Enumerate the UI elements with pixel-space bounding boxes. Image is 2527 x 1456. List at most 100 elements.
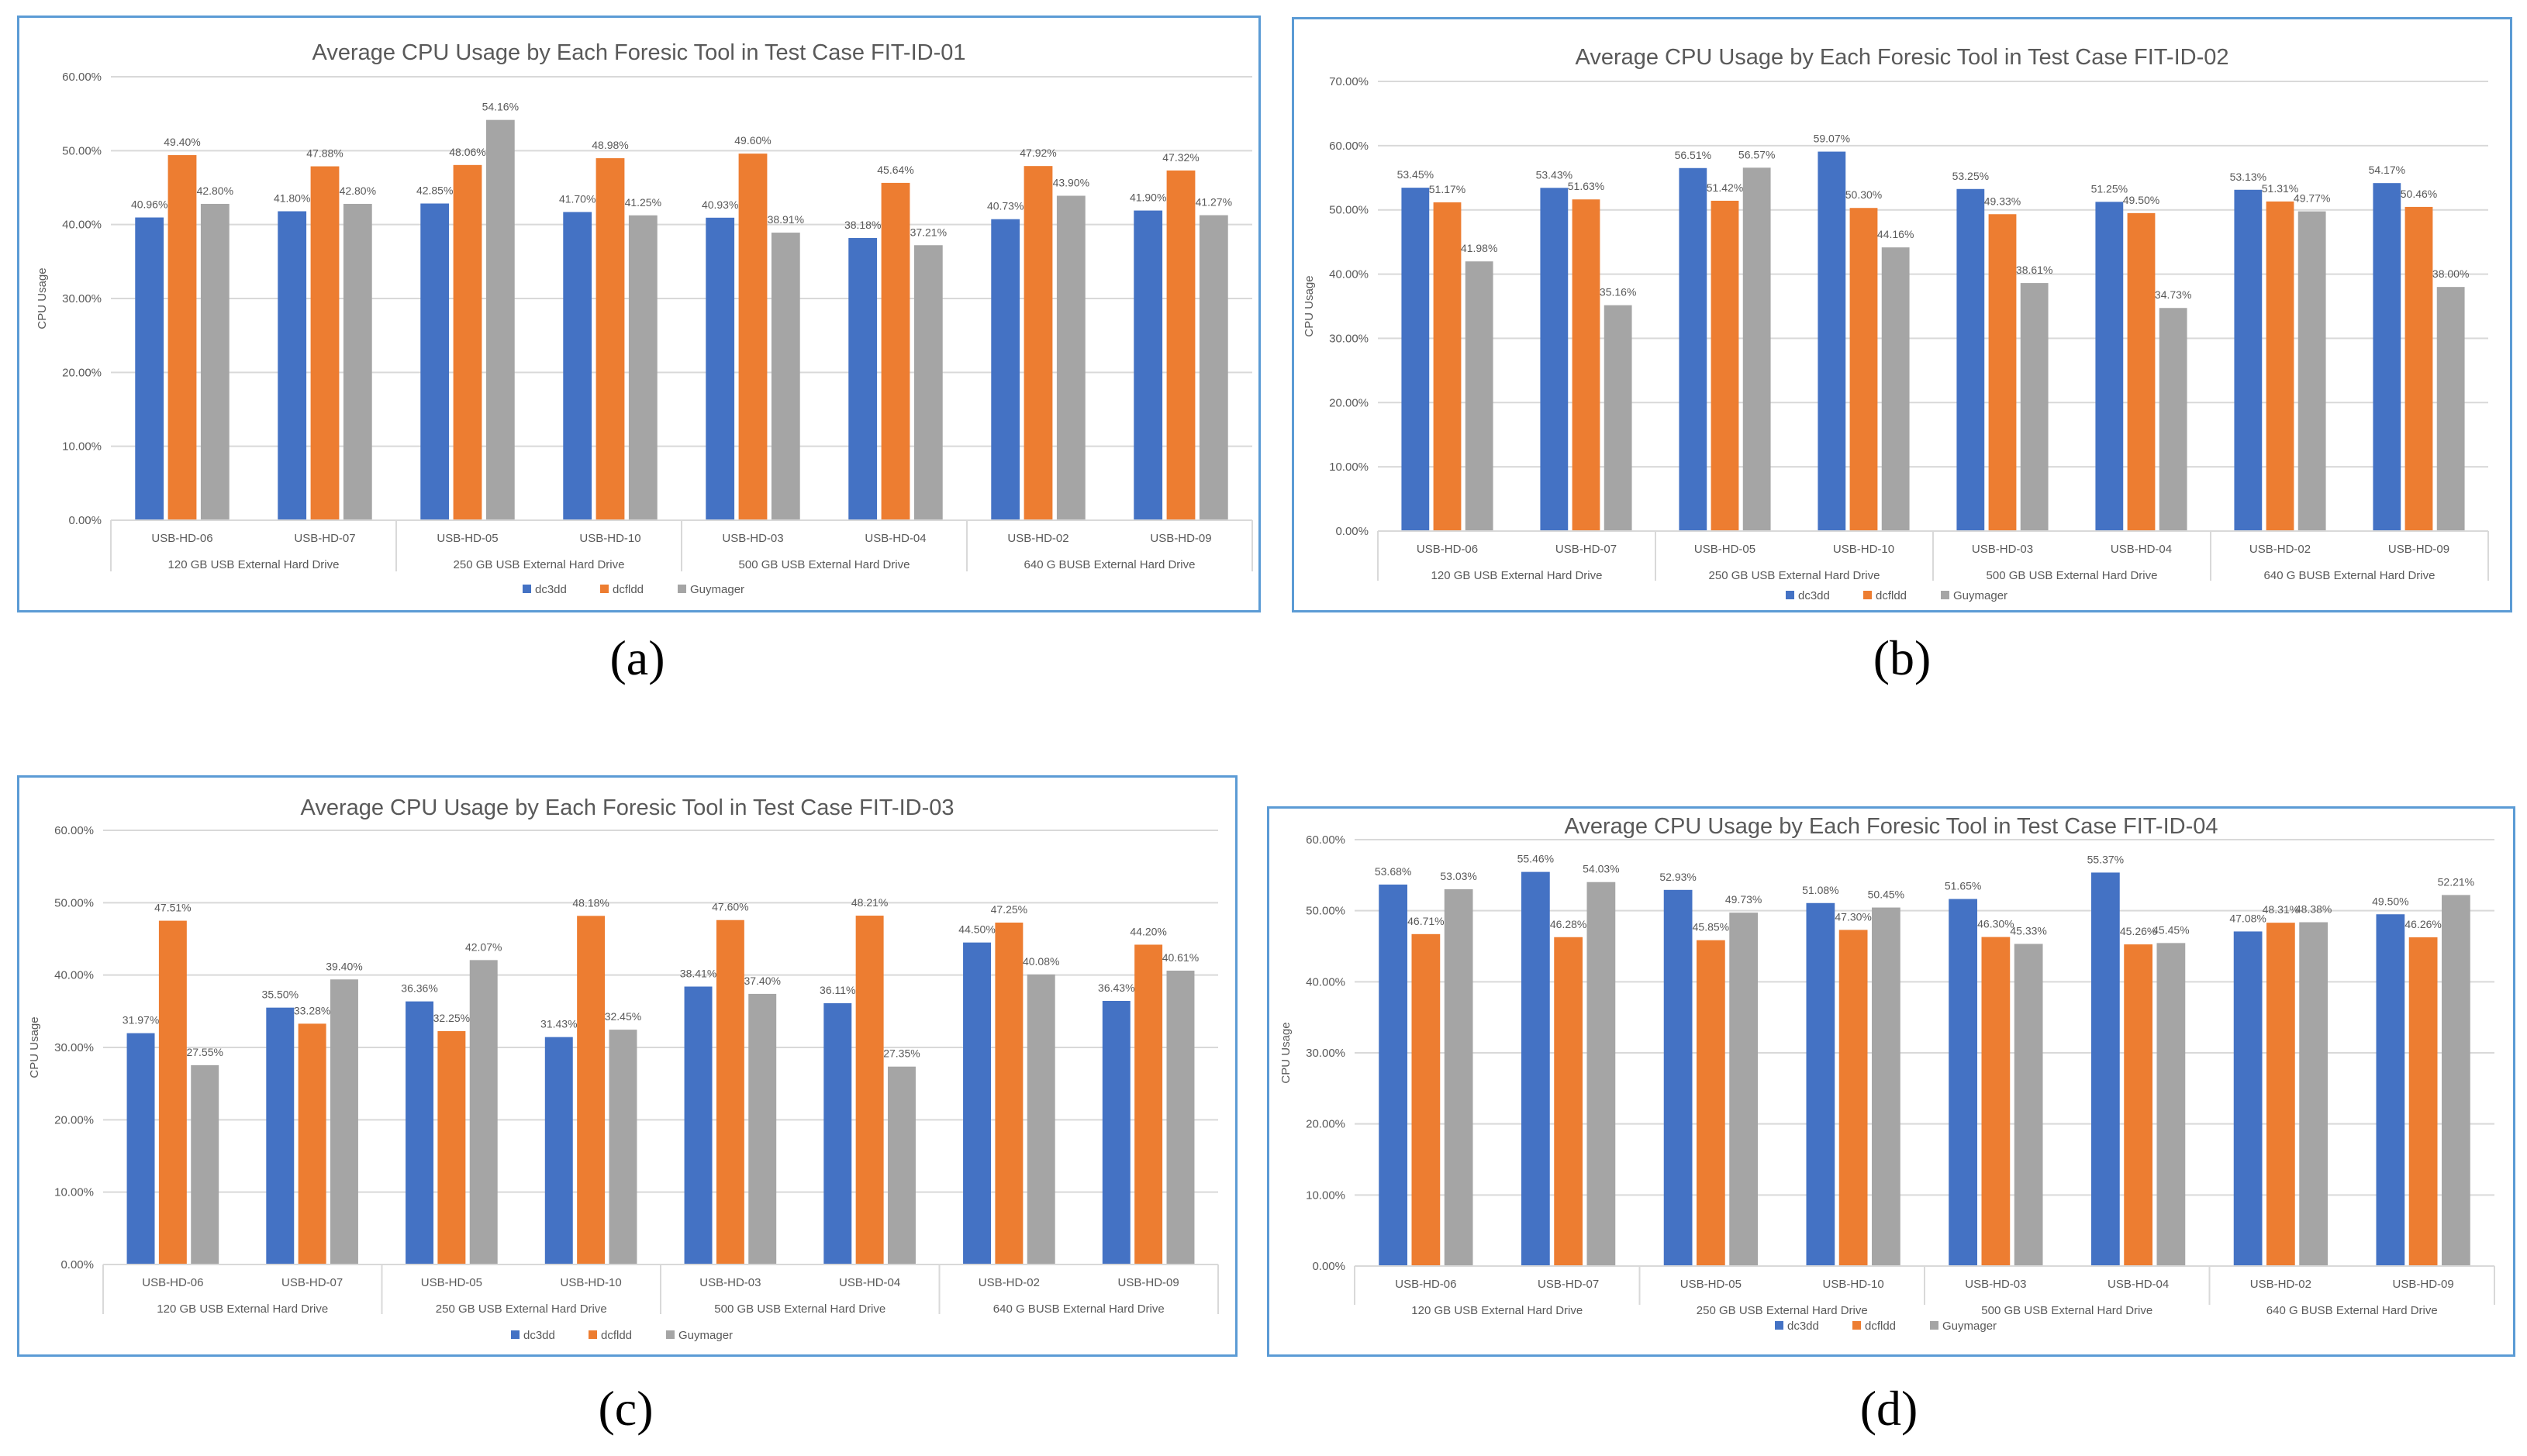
data-label: 50.30% bbox=[1845, 188, 1882, 201]
data-label: 41.27% bbox=[1196, 196, 1232, 209]
bar-dcfldd bbox=[1838, 930, 1868, 1266]
chart-title: Average CPU Usage by Each Foresic Tool i… bbox=[1565, 814, 2218, 839]
group-label: 640 G BUSB External Hard Drive bbox=[993, 1302, 1165, 1316]
data-label: 40.61% bbox=[1162, 951, 1199, 964]
bar-Guymager bbox=[609, 1030, 637, 1265]
bar-Guymager bbox=[2297, 211, 2326, 531]
bar-dcfldd bbox=[298, 1023, 326, 1265]
y-tick-label: 60.00% bbox=[54, 824, 94, 837]
legend-swatch-dcfldd bbox=[1863, 591, 1872, 599]
data-label: 38.18% bbox=[844, 219, 881, 231]
x-tick-label: USB-HD-02 bbox=[979, 1276, 1040, 1289]
data-label: 41.25% bbox=[625, 196, 661, 209]
x-tick-label: USB-HD-07 bbox=[1555, 543, 1617, 556]
bar-dc3dd bbox=[1679, 167, 1707, 531]
bar-dcfldd bbox=[881, 182, 910, 520]
data-label: 51.65% bbox=[1945, 880, 1981, 892]
data-label: 41.80% bbox=[274, 192, 310, 205]
legend-label: Guymager bbox=[1942, 1320, 1997, 1333]
x-tick-label: USB-HD-10 bbox=[561, 1276, 622, 1289]
bar-dc3dd bbox=[544, 1037, 573, 1265]
bar-Guymager bbox=[2436, 287, 2465, 531]
data-label: 59.07% bbox=[1814, 133, 1850, 145]
bar-dcfldd bbox=[1433, 202, 1462, 531]
group-label: 500 GB USB External Hard Drive bbox=[1981, 1304, 2152, 1317]
data-label: 47.51% bbox=[154, 902, 191, 914]
legend-swatch-Guymager bbox=[678, 585, 686, 593]
data-label: 41.90% bbox=[1130, 191, 1166, 204]
legend-label: Guymager bbox=[1953, 589, 2007, 602]
bar-dcfldd bbox=[167, 155, 197, 520]
y-tick-label: 20.00% bbox=[1329, 396, 1369, 409]
data-label: 47.32% bbox=[1162, 151, 1199, 164]
data-label: 48.06% bbox=[449, 146, 485, 158]
x-tick-label: USB-HD-02 bbox=[1007, 532, 1068, 545]
y-tick-label: 20.00% bbox=[62, 366, 102, 379]
bar-Guymager bbox=[2442, 895, 2470, 1266]
data-label: 27.35% bbox=[883, 1047, 920, 1060]
data-label: 53.25% bbox=[1952, 170, 1989, 182]
bar-dc3dd bbox=[135, 217, 164, 520]
x-tick-label: USB-HD-09 bbox=[2388, 543, 2449, 556]
data-label: 43.90% bbox=[1053, 176, 1089, 188]
bar-Guymager bbox=[2159, 308, 2187, 531]
data-label: 40.73% bbox=[987, 200, 1024, 212]
bar-dc3dd bbox=[126, 1033, 155, 1265]
x-tick-label: USB-HD-03 bbox=[1972, 543, 2033, 556]
data-label: 52.93% bbox=[1659, 871, 1696, 883]
data-label: 52.21% bbox=[2438, 875, 2474, 888]
data-label: 47.88% bbox=[306, 147, 343, 160]
x-tick-label: USB-HD-07 bbox=[294, 532, 355, 545]
data-label: 53.68% bbox=[1375, 865, 1411, 878]
bar-dc3dd bbox=[1379, 884, 1407, 1266]
data-label: 41.98% bbox=[1461, 242, 1497, 254]
data-label: 31.97% bbox=[123, 1014, 159, 1026]
chart-panel-a: Average CPU Usage by Each Foresic Tool i… bbox=[17, 16, 1261, 612]
y-tick-label: 30.00% bbox=[1306, 1047, 1345, 1060]
x-tick-label: USB-HD-05 bbox=[1694, 543, 1755, 556]
group-label: 120 GB USB External Hard Drive bbox=[1431, 569, 1603, 582]
data-label: 47.60% bbox=[712, 901, 748, 913]
data-label: 46.28% bbox=[1550, 918, 1586, 930]
data-label: 54.03% bbox=[1583, 863, 1619, 875]
data-label: 36.11% bbox=[820, 984, 855, 996]
y-tick-label: 40.00% bbox=[62, 219, 102, 232]
bar-dcfldd bbox=[1024, 166, 1053, 521]
data-label: 53.03% bbox=[1440, 870, 1476, 882]
data-label: 32.45% bbox=[605, 1010, 641, 1023]
data-label: 33.28% bbox=[294, 1004, 330, 1016]
data-label: 54.16% bbox=[482, 101, 519, 113]
x-tick-label: USB-HD-04 bbox=[2108, 1278, 2169, 1291]
y-tick-label: 0.00% bbox=[68, 514, 102, 527]
bar-Guymager bbox=[748, 993, 777, 1265]
data-label: 39.40% bbox=[326, 960, 362, 972]
bar-Guymager bbox=[1604, 305, 1632, 531]
data-label: 48.21% bbox=[851, 896, 888, 909]
data-label: 37.21% bbox=[910, 226, 947, 238]
y-tick-label: 40.00% bbox=[1306, 975, 1345, 988]
x-tick-label: USB-HD-10 bbox=[1823, 1278, 1884, 1291]
bar-dc3dd bbox=[420, 203, 450, 520]
data-label: 44.16% bbox=[1877, 228, 1914, 240]
y-tick-label: 0.00% bbox=[1335, 525, 1369, 538]
y-tick-label: 50.00% bbox=[1329, 204, 1369, 217]
data-label: 51.31% bbox=[2262, 182, 2298, 195]
y-axis-label: CPU Usage bbox=[28, 1016, 41, 1078]
y-tick-label: 60.00% bbox=[1329, 140, 1369, 153]
data-label: 36.36% bbox=[401, 982, 437, 995]
bar-dcfldd bbox=[2127, 212, 2156, 531]
data-label: 55.46% bbox=[1517, 853, 1554, 865]
bar-dcfldd bbox=[1166, 170, 1196, 520]
bar-dc3dd bbox=[2095, 202, 2124, 531]
bar-dcfldd bbox=[855, 916, 884, 1265]
bar-dcfldd bbox=[738, 154, 768, 520]
legend-label: dcfldd bbox=[1876, 589, 1907, 602]
y-tick-label: 20.00% bbox=[1306, 1118, 1345, 1131]
data-label: 46.26% bbox=[2404, 918, 2441, 930]
x-tick-label: USB-HD-10 bbox=[1833, 543, 1894, 556]
chart-title: Average CPU Usage by Each Foresic Tool i… bbox=[301, 795, 955, 820]
y-tick-label: 0.00% bbox=[1312, 1260, 1345, 1273]
bar-dc3dd bbox=[823, 1002, 852, 1265]
bar-dcfldd bbox=[2404, 206, 2433, 531]
bar-Guymager bbox=[1056, 195, 1086, 520]
